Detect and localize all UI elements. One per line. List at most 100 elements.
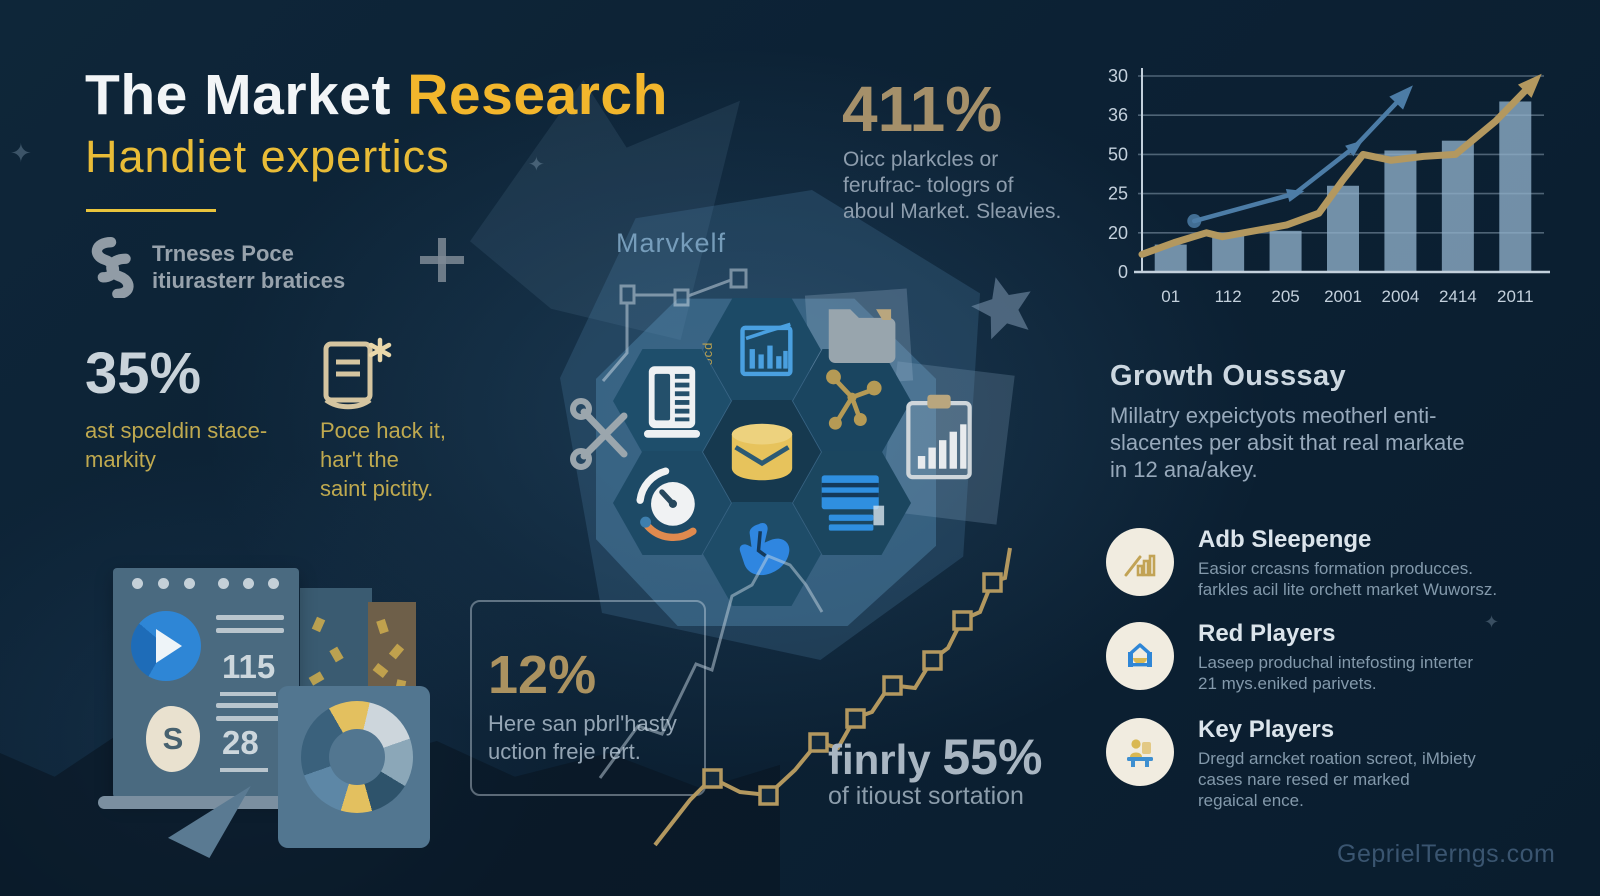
svg-text:30: 30 xyxy=(1108,66,1128,86)
hexagon-tile xyxy=(703,298,821,402)
hexagon-tile xyxy=(793,349,911,453)
window-dot xyxy=(268,578,279,589)
page-subtitle: Handiet expertics xyxy=(85,131,450,182)
documents-text-icon xyxy=(821,475,885,531)
svg-text:2004: 2004 xyxy=(1382,287,1420,306)
list-icon-circle xyxy=(1106,528,1174,596)
list-item-title: Red Players xyxy=(1198,620,1336,647)
outline-frame xyxy=(470,600,706,796)
value-underline xyxy=(220,768,268,772)
text-line xyxy=(216,628,284,633)
stat-55-desc: of itioust sortation xyxy=(828,782,1024,810)
laptop-base xyxy=(98,796,330,809)
value-underline xyxy=(220,692,276,696)
window-dot xyxy=(132,578,143,589)
hexagon-tile xyxy=(793,451,911,555)
sparkle-icon: ✦ xyxy=(1484,612,1500,632)
stat-55-value: 55% xyxy=(942,729,1043,785)
sparkle-icon: ✦ xyxy=(528,154,545,176)
growth-heading: Growth Ousssay xyxy=(1110,360,1347,392)
list-icon-circle xyxy=(1106,622,1174,690)
stat-35-value: 35% xyxy=(85,341,202,406)
text-line xyxy=(216,716,284,721)
list-item-red-players: Red Players Laseep produchal intefosting… xyxy=(1106,620,1576,710)
note-text: Poce hack it, har't the saint pictity. xyxy=(320,418,446,501)
zigzag-trend-deco xyxy=(598,547,1012,847)
home-bowl-icon xyxy=(1128,643,1152,667)
window-dot xyxy=(158,578,169,589)
panel-value-1: 115 xyxy=(222,648,276,685)
svg-text:50: 50 xyxy=(1108,144,1128,164)
dashboard-card xyxy=(113,568,299,798)
stat-12-desc: Here san pbrl'hasty uction freje rert. xyxy=(488,711,677,764)
list-item-adb-sleepenge: Adb Sleepenge Easior crcasns formation p… xyxy=(1106,526,1576,616)
gauge-icon xyxy=(636,467,697,541)
database-mail-icon xyxy=(731,423,793,481)
stat-55: finrly 55% xyxy=(828,728,1042,786)
stat-411-desc: Oicc plarkcles or ferufrac- tologrs of a… xyxy=(843,148,1062,223)
text-line xyxy=(216,615,284,620)
growth-chart-svg: 30 36 50 25 20 0 01 112 205 2001 2004 2414 2011 xyxy=(1108,66,1550,306)
list-item-desc: Dregd arncket roation screot, iMbiety ca… xyxy=(1198,749,1476,810)
growth-paragraph: Millatry expeictyots meotherl enti- slac… xyxy=(1110,403,1465,482)
list-icon-circle xyxy=(1106,718,1174,786)
window-dot xyxy=(184,578,195,589)
flowchart-deco xyxy=(601,268,748,382)
stat-411-value: 411% xyxy=(842,73,1003,145)
window-dot xyxy=(218,578,229,589)
stat-55-prefix: finrly xyxy=(828,736,943,783)
list-item-title: Adb Sleepenge xyxy=(1198,526,1372,553)
hexagon-tile xyxy=(703,502,821,606)
server-icon xyxy=(643,366,701,438)
svg-text:01: 01 xyxy=(1161,287,1180,306)
page-title: The Market Research xyxy=(85,62,668,128)
scissors-icon xyxy=(570,398,628,470)
title-underline xyxy=(86,209,216,212)
network-nodes-icon xyxy=(826,369,882,430)
svg-text:2414: 2414 xyxy=(1439,287,1477,306)
growth-chart: 30 36 50 25 20 0 01 112 205 2001 2004 2414 2011 xyxy=(1092,56,1560,324)
person-desk-icon xyxy=(1127,739,1153,767)
svg-text:25: 25 xyxy=(1108,184,1128,204)
svg-text:0: 0 xyxy=(1118,262,1128,282)
folder-icon xyxy=(828,309,896,364)
hand-icon xyxy=(739,523,790,576)
document-asterisk-icon xyxy=(323,337,392,410)
brand-line1: Trneses Poce xyxy=(152,241,294,266)
svg-text:36: 36 xyxy=(1108,105,1128,125)
list-item-desc: Laseep produchal intefosting interter 21… xyxy=(1198,653,1474,693)
stat-35-desc: ast spceldin stace- markity xyxy=(85,418,268,472)
brand-logo-icon xyxy=(91,237,134,298)
list-item-desc: Easior crcasns formation producces. fark… xyxy=(1198,559,1498,599)
svg-text:20: 20 xyxy=(1108,223,1128,243)
title-white: The Market xyxy=(85,63,391,127)
list-item-key-players: Key Players Dregd arncket roation screot… xyxy=(1106,716,1576,816)
svg-text:2011: 2011 xyxy=(1497,287,1534,306)
list-item-title: Key Players xyxy=(1198,716,1335,743)
star-icon xyxy=(971,277,1031,340)
currency-badge: S xyxy=(146,706,200,772)
currency-symbol: S xyxy=(162,721,184,756)
report-chart-icon xyxy=(740,322,793,377)
hexagon-tile xyxy=(703,400,821,504)
brand-line2: itiurasterr bratices xyxy=(152,268,346,293)
sparkle-icon: ✦ xyxy=(10,138,32,168)
donut-hole xyxy=(329,729,385,785)
svg-text:2001: 2001 xyxy=(1324,287,1362,306)
title-accent: Research xyxy=(407,63,668,127)
plus-icon xyxy=(420,238,464,282)
text-line xyxy=(216,703,284,708)
growth-bars-icon xyxy=(1124,554,1156,577)
watermark: GeprielTerngs.com xyxy=(1337,840,1556,868)
panel-value-2: 28 xyxy=(222,724,259,761)
play-icon xyxy=(156,629,182,663)
center-label: Marvkelf xyxy=(616,228,727,258)
hexagon-tile xyxy=(613,451,731,555)
brand-name: Trneses Poce itiurasterr bratices xyxy=(152,240,345,294)
clipboard-chart-icon xyxy=(906,394,972,480)
hexagon-tile xyxy=(613,349,731,453)
svg-text:205: 205 xyxy=(1271,287,1299,306)
stat-12-value: 12% xyxy=(488,645,597,705)
window-dot xyxy=(243,578,254,589)
